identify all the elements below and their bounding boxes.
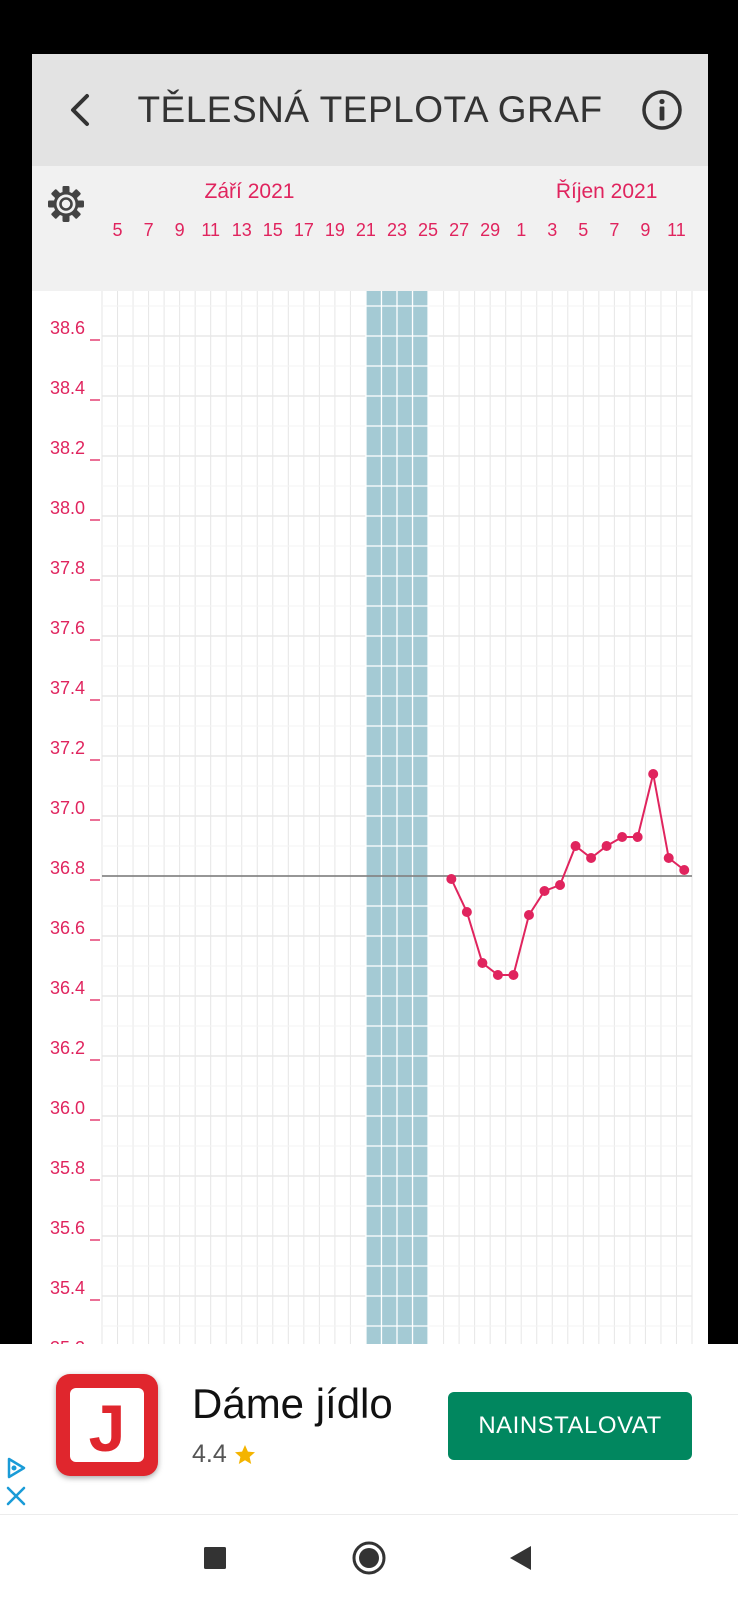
y-tick-label: 35.4: [50, 1278, 85, 1298]
temperature-point: [679, 865, 690, 875]
y-tick-label: 37.4: [50, 678, 85, 698]
temperature-point: [663, 853, 674, 863]
temperature-point: [539, 886, 550, 896]
chevron-left-icon: [71, 94, 89, 126]
y-tick-label: 38.2: [50, 438, 85, 458]
y-tick-label: 37.0: [50, 798, 85, 818]
x-tick-label: 17: [294, 220, 314, 240]
ad-rating-value: 4.4: [192, 1440, 227, 1468]
temperature-point: [648, 769, 659, 779]
y-tick-label: 38.0: [50, 498, 85, 518]
x-tick-label: 5: [578, 220, 588, 240]
temperature-point: [446, 874, 457, 884]
ad-app-name[interactable]: Dáme jídlo: [192, 1380, 393, 1427]
temperature-point: [586, 853, 597, 863]
ad-rating: 4.4: [192, 1440, 257, 1469]
temperature-point: [508, 970, 519, 980]
x-tick-label: 15: [263, 220, 283, 240]
month-label: Říjen 2021: [556, 180, 658, 203]
page-title: TĚLESNÁ TEPLOTA GRAF: [137, 89, 603, 130]
month-label: Září 2021: [205, 180, 295, 203]
x-tick-label: 29: [480, 220, 500, 240]
temperature-point: [632, 832, 643, 842]
app-header: TĚLESNÁ TEPLOTA GRAF: [32, 54, 708, 166]
temperature-point: [523, 910, 534, 920]
y-tick-label: 36.6: [50, 918, 85, 938]
ad-close-button[interactable]: [4, 1484, 28, 1508]
y-tick-label: 36.8: [50, 858, 85, 878]
info-circle-icon: [642, 90, 682, 130]
y-tick-label: 38.6: [50, 318, 85, 338]
y-tick-label: 36.4: [50, 978, 85, 998]
settings-button[interactable]: [44, 182, 88, 226]
app-logo-icon: J: [70, 1388, 144, 1465]
x-tick-label: 1: [516, 220, 526, 240]
y-tick-label: 35.6: [50, 1218, 85, 1238]
circle-icon: [352, 1541, 386, 1575]
ad-banner[interactable]: J Dáme jídlo 4.4 NAINSTALOVAT: [0, 1344, 738, 1514]
x-tick-label: 9: [175, 220, 185, 240]
y-tick-label: 36.0: [50, 1098, 85, 1118]
x-tick-label: 11: [667, 220, 686, 240]
period-band-layer: [365, 291, 429, 1344]
gear-icon: [48, 186, 84, 222]
y-tick-label: 37.8: [50, 558, 85, 578]
temperature-point: [555, 880, 566, 890]
info-button[interactable]: [638, 86, 686, 134]
close-icon: [6, 1486, 26, 1506]
temperature-point: [617, 832, 628, 842]
y-tick-label: 35.2: [50, 1338, 85, 1344]
x-tick-label: 27: [449, 220, 469, 240]
temperature-point: [477, 958, 488, 968]
install-button[interactable]: NAINSTALOVAT: [448, 1392, 692, 1460]
x-tick-label: 11: [201, 220, 220, 240]
ad-choices-button[interactable]: [4, 1456, 28, 1480]
nav-back-button[interactable]: [496, 1533, 546, 1583]
temperature-point: [570, 841, 581, 851]
temperature-series-line: [450, 773, 685, 976]
x-tick-label: 25: [418, 220, 438, 240]
y-tick-label: 38.4: [50, 378, 85, 398]
temperature-point: [492, 970, 503, 980]
x-tick-label: 21: [356, 220, 376, 240]
star-icon: [234, 1444, 255, 1464]
ad-logo-letter: J: [89, 1391, 126, 1465]
square-icon: [204, 1547, 226, 1569]
system-navigation-bar: [0, 1514, 738, 1601]
nav-home-button[interactable]: [344, 1533, 394, 1583]
x-tick-label: 9: [640, 220, 650, 240]
y-tick-label: 35.8: [50, 1158, 85, 1178]
y-tick-label: 36.2: [50, 1038, 85, 1058]
temperature-point: [461, 907, 472, 917]
x-tick-label: 19: [325, 220, 345, 240]
app-screen: TĚLESNÁ TEPLOTA GRAF Září 2021 Říjen 2021…: [32, 54, 708, 1344]
nav-recents-button[interactable]: [190, 1533, 240, 1583]
x-tick-label: 5: [113, 220, 123, 240]
back-button[interactable]: [52, 82, 108, 138]
x-tick-label: 13: [232, 220, 252, 240]
triangle-left-icon: [510, 1546, 531, 1570]
y-tick-label: 37.2: [50, 738, 85, 758]
ad-app-logo[interactable]: J: [56, 1374, 158, 1476]
x-tick-label: 7: [144, 220, 154, 240]
x-tick-label: 7: [609, 220, 619, 240]
x-tick-label: 3: [547, 220, 557, 240]
x-tick-label: 23: [387, 220, 407, 240]
ad-choices-icon: [7, 1457, 26, 1479]
temperature-point: [601, 841, 612, 851]
y-tick-label: 37.6: [50, 618, 85, 638]
series-layer: [446, 769, 690, 980]
